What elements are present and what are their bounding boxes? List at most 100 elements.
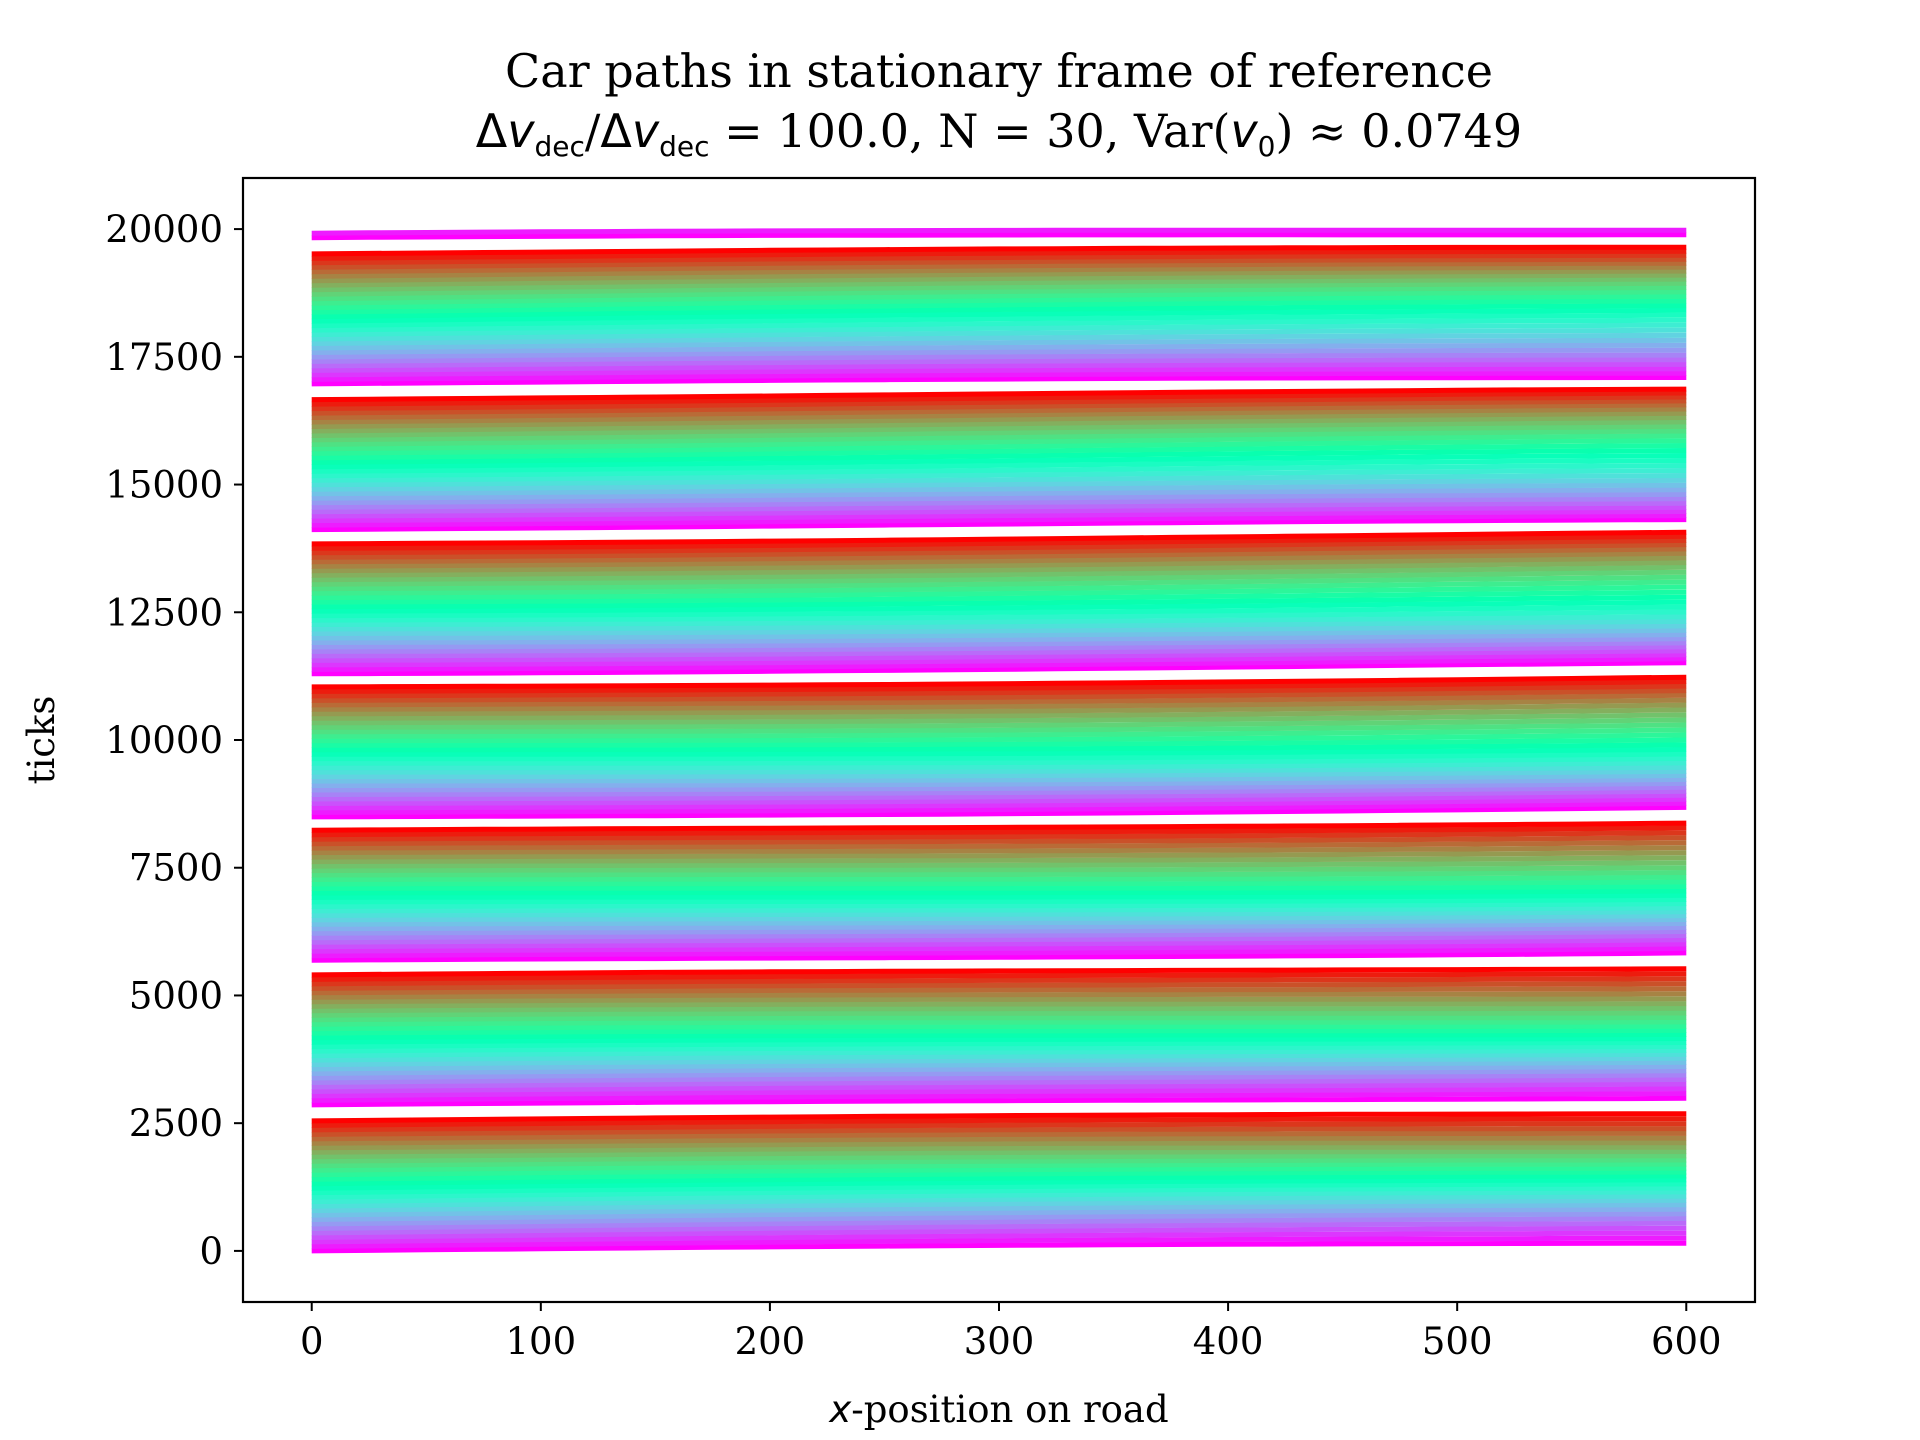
car-path-line [311,1144,1687,1155]
car-path-line [311,888,1687,896]
car-path-line [311,1077,1687,1090]
x-tick-label: 0 [300,1320,324,1363]
x-axis-ticks: 0 100 200 300 400 500 600 [300,1302,1722,1363]
car-path-line [311,996,1687,1005]
car-path-line [311,1177,1687,1191]
car-path-line [311,542,1687,560]
car-path-line [311,1206,1687,1222]
car-path-line [311,550,1687,569]
car-path-line [311,347,1687,360]
car-path-line [311,1051,1687,1063]
car-path-line [311,1081,1687,1094]
car-path-line [311,1068,1687,1081]
car-path-line [311,390,1687,407]
car-path-line [311,1149,1687,1160]
car-path-line [311,1240,1687,1254]
car-path-line [311,674,1687,690]
car-path-line [311,1036,1687,1045]
car-path-line [311,248,1687,261]
chart-title: Car paths in stationary frame of referen… [505,44,1493,98]
car-path-line [311,742,1687,753]
car-path-line [311,463,1687,479]
car-path-line [311,660,1687,677]
car-path-line [311,921,1687,932]
car-path-line [311,966,1687,978]
car-path-line [311,366,1687,378]
car-path-line [311,702,1687,717]
car-path-line [311,780,1687,793]
car-path-line [311,1095,1687,1108]
y-tick-label: 5000 [129,974,223,1017]
car-path-line [311,756,1687,766]
y-tick-label: 0 [199,1230,223,1273]
car-path-line [311,1010,1687,1018]
car-path-line [311,929,1687,941]
x-tick-label: 200 [735,1320,806,1363]
car-path-line [311,276,1687,293]
car-path-line [311,870,1687,878]
car-path-line [311,609,1687,623]
car-path-line [311,1040,1687,1050]
car-path-line [311,830,1687,842]
car-path-line [311,564,1687,583]
car-path-line [311,342,1687,355]
car-path-line [311,370,1687,382]
car-path-line [311,905,1687,914]
car-path-line [311,500,1687,515]
car-path-line [311,623,1687,636]
car-path-line [311,1044,1687,1054]
car-path-line [311,428,1687,447]
car-path-line [311,1181,1687,1196]
car-path-line [311,1126,1687,1137]
car-path-line [311,746,1687,757]
car-path-line [311,1086,1687,1099]
car-path-line [311,1064,1687,1076]
car-path-line [311,796,1687,811]
car-path-line [311,722,1687,735]
car-path-line [311,448,1687,465]
car-path-line [311,924,1687,936]
car-path-line [311,1161,1687,1173]
car-path-line [311,1023,1687,1032]
car-path-line [311,991,1687,1000]
car-path-line [311,804,1687,820]
car-path-line [311,971,1687,982]
car-path-line [311,375,1687,387]
car-path-line [311,1140,1687,1151]
car-path-line [311,632,1687,645]
car-path-line [311,1235,1687,1249]
y-tick-label: 15000 [105,464,223,507]
car-path-line [311,1091,1687,1103]
car-path-line [311,268,1687,284]
car-path-line [311,768,1687,780]
car-path-line [311,884,1687,891]
car-path-line [311,855,1687,865]
y-axis-label: ticks [20,696,63,785]
car-path-line [311,317,1687,333]
car-path-line [311,1015,1687,1023]
car-path-line [311,533,1687,551]
car-path-line [311,1116,1687,1128]
car-path-line [311,307,1687,324]
car-path-line [311,394,1687,412]
car-path-line [311,865,1687,874]
y-tick-label: 7500 [129,847,223,890]
car-path-line [311,1121,1687,1133]
car-path-line [311,604,1687,619]
car-path-line [311,398,1687,416]
car-path-line [311,820,1687,833]
car-path-line [311,788,1687,802]
car-path-line [311,574,1687,592]
car-path-line [311,945,1687,959]
car-path-line [311,289,1687,306]
car-path-line [311,707,1687,721]
car-path-line [311,840,1687,851]
car-path-line [311,482,1687,497]
car-path-line [311,1216,1687,1231]
car-path-line [311,406,1687,425]
car-path-line [311,1059,1687,1072]
car-path-line [311,652,1687,668]
car-path-line [311,285,1687,302]
car-path-line [311,584,1687,601]
